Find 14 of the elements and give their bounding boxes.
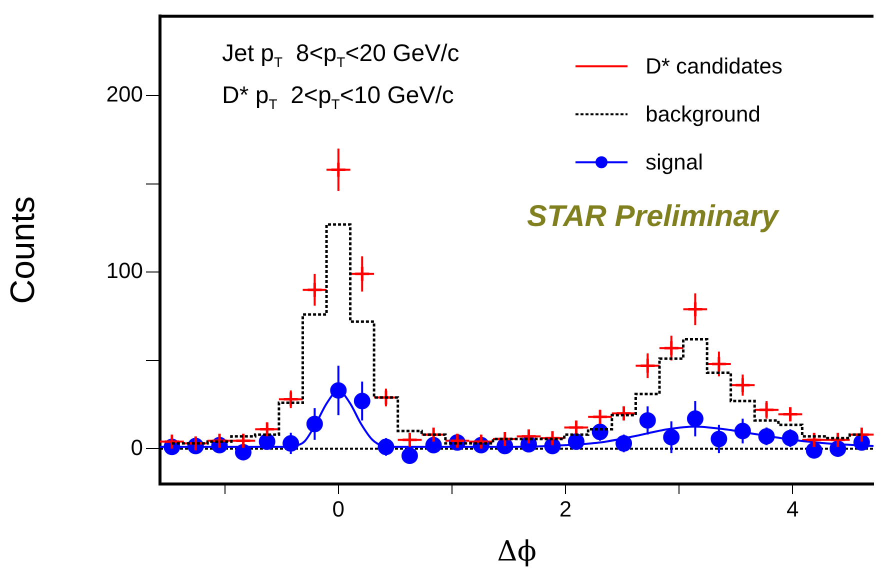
x-tick-label: 2 [559, 496, 572, 522]
legend-label: background [646, 101, 760, 126]
y-axis-title: Counts [4, 196, 42, 304]
legend-label: D* candidates [646, 53, 782, 78]
y-tick-label: 200 [106, 82, 143, 107]
x-axis-title: Δϕ [497, 534, 536, 568]
x-tick-label: 4 [786, 496, 799, 522]
y-tick-label: 0 [130, 434, 143, 460]
legend-label: signal [646, 149, 703, 174]
x-tick-label: 0 [332, 496, 345, 522]
annotation: Jet p$_{T}$ 8<p$_{T}$<20 GeV/c [222, 40, 460, 70]
annotation: STAR Preliminary [527, 200, 778, 234]
annotation: D* p$_{T}$ 2<p$_{T}$<10 GeV/c [222, 82, 454, 112]
y-tick-label: 100 [106, 258, 143, 284]
